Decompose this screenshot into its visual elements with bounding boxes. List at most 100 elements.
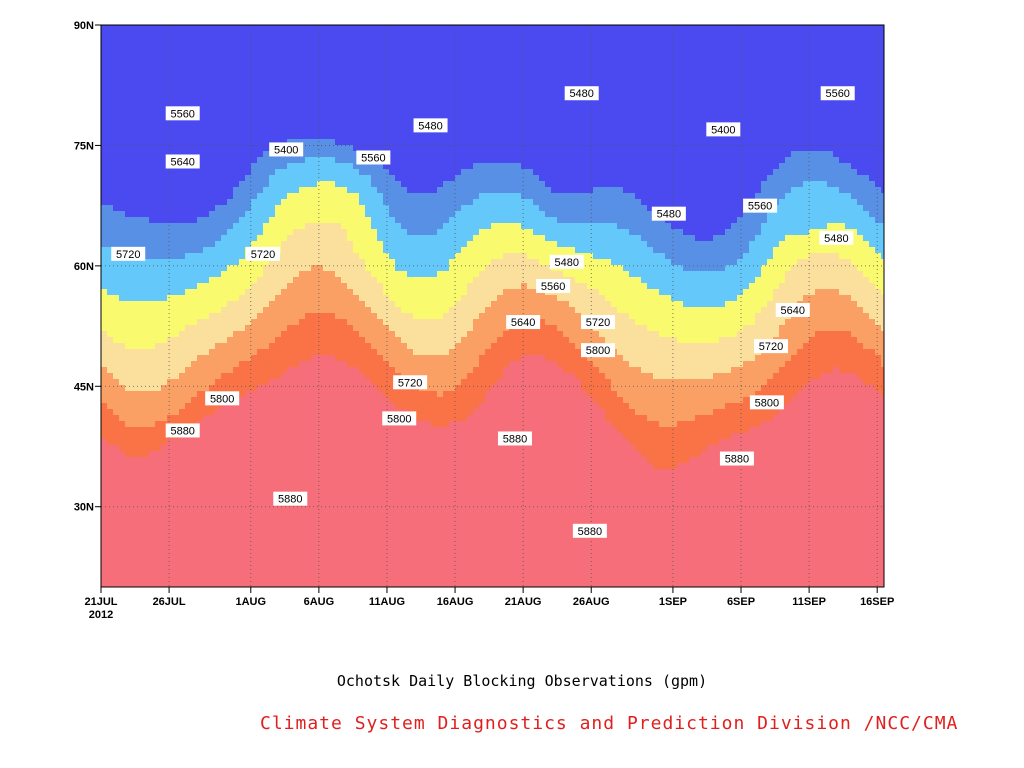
contour-cell	[389, 541, 396, 548]
contour-cell	[161, 451, 168, 458]
contour-cell	[377, 163, 384, 170]
contour-cell	[215, 61, 222, 68]
contour-cell	[197, 439, 204, 446]
contour-cell	[353, 175, 360, 182]
contour-cell	[401, 493, 408, 500]
contour-cell	[407, 553, 414, 560]
contour-cell	[389, 31, 396, 38]
contour-cell	[257, 439, 264, 446]
contour-cell	[269, 55, 276, 62]
contour-cell	[119, 259, 126, 266]
contour-cell	[365, 541, 372, 548]
contour-cell	[335, 583, 342, 587]
contour-cell	[269, 325, 276, 332]
contour-cell	[317, 481, 324, 488]
contour-cell	[257, 193, 264, 200]
contour-cell	[263, 463, 270, 470]
contour-cell	[203, 547, 210, 554]
contour-cell	[413, 223, 420, 230]
contour-cell	[239, 433, 246, 440]
contour-cell	[203, 217, 210, 224]
contour-cell	[359, 517, 366, 524]
contour-cell	[407, 565, 414, 572]
contour-cell	[221, 289, 228, 296]
contour-cell	[197, 187, 204, 194]
contour-cell	[323, 433, 330, 440]
contour-cell	[407, 355, 414, 362]
contour-cell	[131, 313, 138, 320]
contour-cell	[227, 307, 234, 314]
contour-cell	[257, 91, 264, 98]
contour-cell	[299, 379, 306, 386]
contour-cell	[227, 577, 234, 584]
contour-cell	[161, 481, 168, 488]
contour-cell	[197, 205, 204, 212]
contour-cell	[173, 385, 180, 392]
contour-cell	[317, 31, 324, 38]
contour-cell	[143, 31, 150, 38]
contour-cell	[161, 475, 168, 482]
contour-cell	[107, 505, 114, 512]
contour-cell	[137, 403, 144, 410]
contour-cell	[107, 355, 114, 362]
contour-cell	[263, 211, 270, 218]
contour-cell	[407, 91, 414, 98]
contour-cell	[239, 139, 246, 146]
contour-cell	[221, 577, 228, 584]
contour-cell	[305, 469, 312, 476]
contour-cell	[221, 181, 228, 188]
contour-cell	[179, 97, 186, 104]
contour-cell	[203, 313, 210, 320]
contour-cell	[413, 37, 420, 44]
contour-cell	[365, 37, 372, 44]
contour-cell	[263, 163, 270, 170]
contour-cell	[227, 421, 234, 428]
contour-cell	[119, 391, 126, 398]
contour-cell	[395, 181, 402, 188]
contour-cell	[383, 511, 390, 518]
contour-cell	[191, 409, 198, 416]
contour-cell	[299, 235, 306, 242]
contour-cell	[251, 301, 258, 308]
contour-cell	[197, 73, 204, 80]
contour-cell	[119, 475, 126, 482]
contour-cell	[305, 403, 312, 410]
contour-cell	[317, 259, 324, 266]
contour-cell	[323, 277, 330, 284]
contour-cell	[155, 481, 162, 488]
contour-cell	[299, 445, 306, 452]
contour-cell	[209, 373, 216, 380]
contour-cell	[407, 151, 414, 158]
contour-cell	[377, 391, 384, 398]
contour-cell	[269, 175, 276, 182]
contour-cell	[167, 439, 174, 446]
contour-cell	[173, 571, 180, 578]
contour-cell	[107, 415, 114, 422]
contour-cell	[269, 109, 276, 116]
contour-cell	[155, 163, 162, 170]
contour-cell	[389, 175, 396, 182]
contour-cell	[191, 505, 198, 512]
contour-cell	[305, 145, 312, 152]
contour-cell	[347, 109, 354, 116]
contour-cell	[119, 109, 126, 116]
contour-cell	[233, 277, 240, 284]
contour-cell	[305, 211, 312, 218]
contour-cell	[263, 325, 270, 332]
contour-cell	[197, 235, 204, 242]
contour-cell	[377, 361, 384, 368]
contour-cell	[149, 91, 156, 98]
contour-cell	[305, 55, 312, 62]
contour-cell	[401, 43, 408, 50]
contour-cell	[365, 571, 372, 578]
contour-cell	[167, 307, 174, 314]
contour-cell	[413, 43, 420, 50]
contour-cell	[311, 241, 318, 248]
contour-cell	[395, 67, 402, 74]
contour-cell	[191, 325, 198, 332]
contour-cell	[299, 61, 306, 68]
contour-cell	[119, 463, 126, 470]
contour-cell	[401, 145, 408, 152]
contour-cell	[155, 73, 162, 80]
contour-cell	[179, 517, 186, 524]
